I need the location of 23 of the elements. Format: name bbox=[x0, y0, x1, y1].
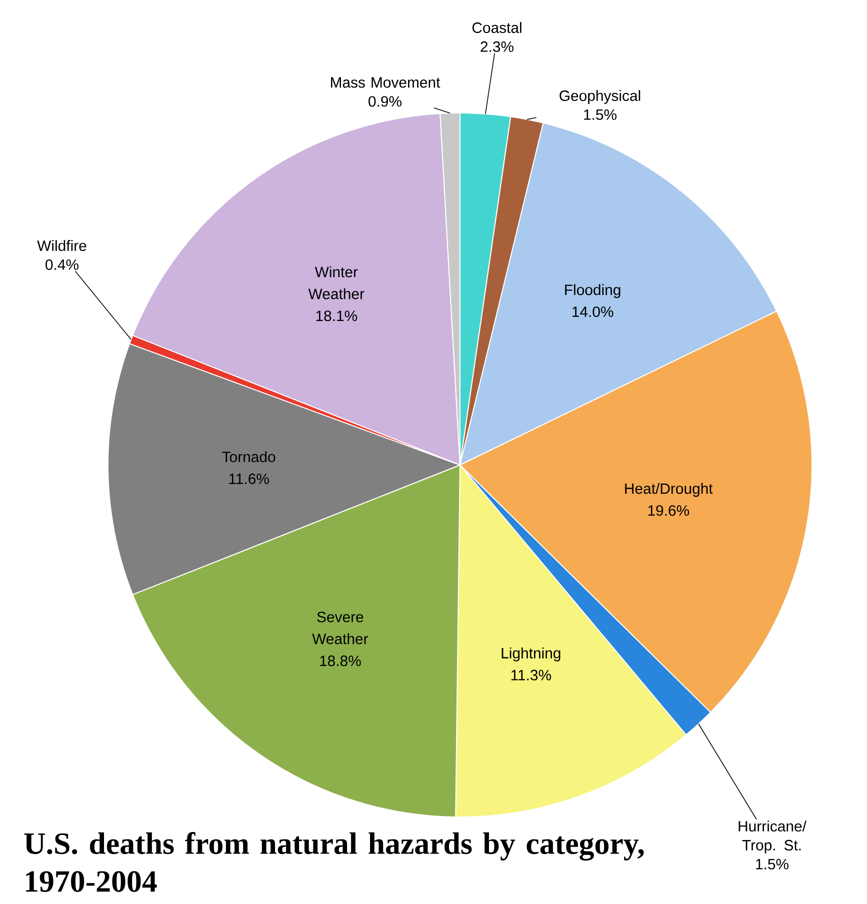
slice-label: Winter Weather bbox=[308, 266, 364, 300]
data-label: 0.9% bbox=[368, 96, 402, 107]
data-label: 1.5% bbox=[756, 858, 788, 870]
slice-label: Hurricane/ Trop. St. bbox=[738, 820, 806, 854]
data-label: 2.3% bbox=[480, 41, 514, 52]
data-label: 19.6% bbox=[648, 505, 690, 516]
data-label: 18.8% bbox=[320, 656, 361, 666]
slice-label: Mass Movement bbox=[331, 77, 440, 88]
data-label: 11.3% bbox=[511, 670, 552, 680]
data-label: 18.1% bbox=[316, 310, 358, 322]
data-label: 11.6% bbox=[229, 474, 269, 484]
text: U.S. deaths from natural hazards by category, 1970-2004 bbox=[24, 832, 644, 892]
slice-label: Severe Weather bbox=[312, 612, 368, 644]
slice-label: Geophysical bbox=[560, 90, 640, 104]
data-label: 1.5% bbox=[584, 109, 616, 120]
slice-label: Wildfire bbox=[37, 240, 86, 252]
data-label: 0.4% bbox=[46, 259, 78, 270]
data-label: 14.0% bbox=[572, 306, 614, 318]
slice-label: Heat/Drought bbox=[625, 482, 713, 497]
slice-label: Lightning bbox=[502, 647, 560, 662]
slice-label: Flooding bbox=[565, 284, 620, 298]
slice-label: Coastal bbox=[472, 22, 522, 34]
slice-label: Tornado bbox=[222, 451, 276, 462]
